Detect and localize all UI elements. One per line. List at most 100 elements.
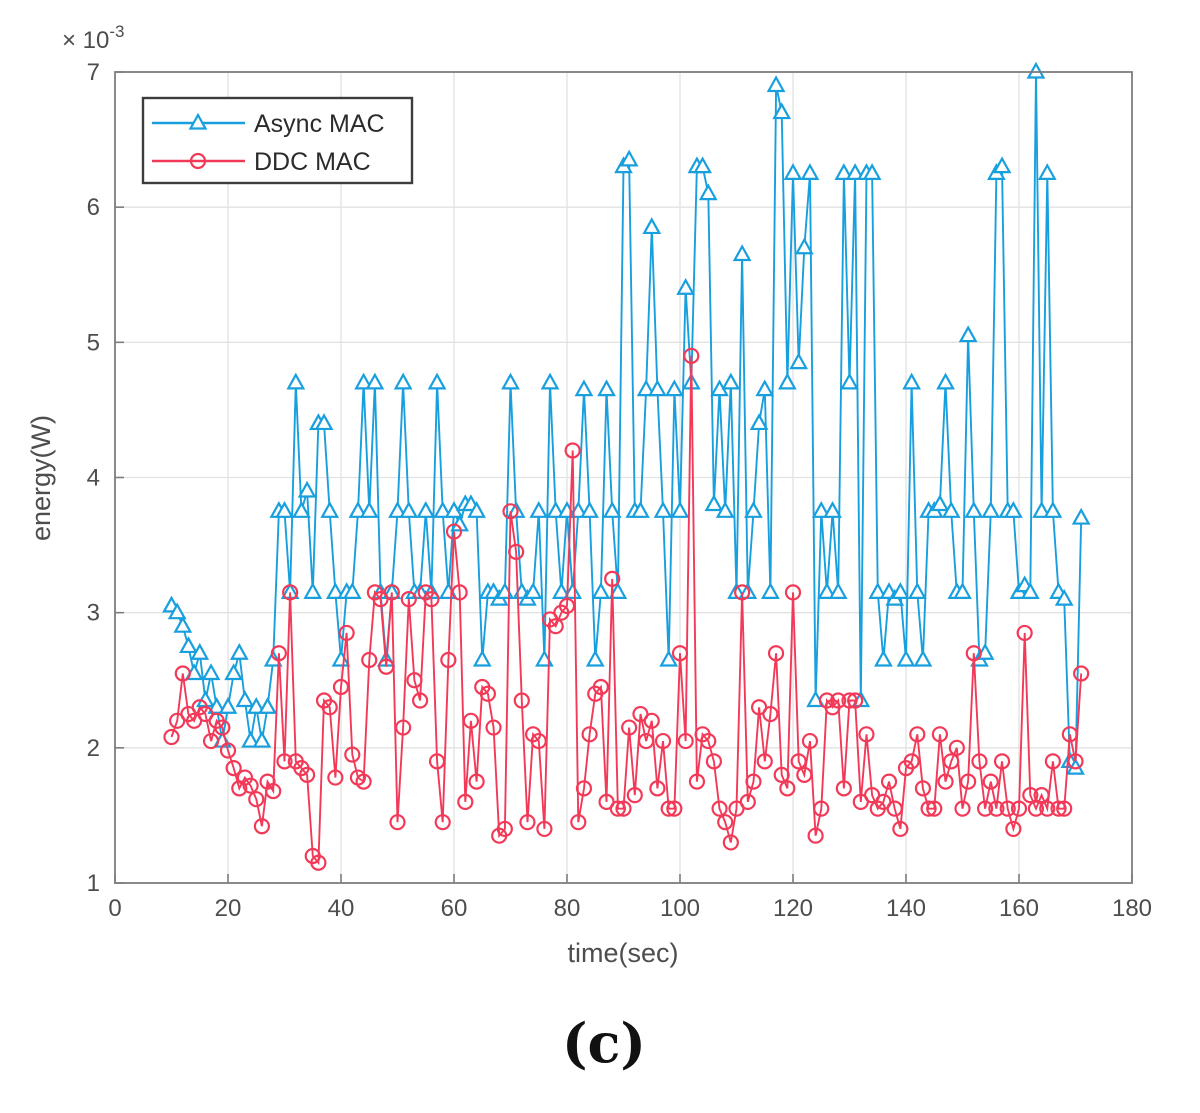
circle-marker xyxy=(880,773,898,790)
triangle-marker xyxy=(1054,588,1074,606)
triangle-marker xyxy=(597,379,616,397)
circle-marker xyxy=(214,719,231,736)
circle-marker xyxy=(236,769,254,786)
circle-marker xyxy=(225,760,242,777)
triangle-marker xyxy=(941,501,961,518)
circle-marker xyxy=(993,753,1011,770)
circle-marker xyxy=(841,692,858,709)
series-layer xyxy=(162,61,1091,871)
circle-marker xyxy=(434,814,451,831)
circle-marker xyxy=(558,597,576,615)
x-tick-label: 40 xyxy=(328,895,355,922)
circle-marker xyxy=(395,719,412,736)
circle-marker xyxy=(621,719,638,736)
circle-marker xyxy=(717,814,734,831)
legend-label: DDC MAC xyxy=(254,148,371,176)
triangle-marker xyxy=(450,514,470,532)
circle-marker xyxy=(276,753,293,770)
circle-marker xyxy=(722,834,739,851)
circle-marker xyxy=(649,780,666,797)
circle-marker xyxy=(468,773,485,790)
circle-marker xyxy=(270,645,287,662)
triangle-marker xyxy=(981,501,1001,518)
circle-marker xyxy=(926,800,943,817)
circle-marker xyxy=(400,591,417,608)
triangle-marker xyxy=(1043,501,1063,518)
circle-marker xyxy=(637,732,655,750)
axis-layer: 0 20 40 60 80 100 120 140 160 180 1 2 3 4 5 6 7 xyxy=(87,59,1152,922)
circle-marker xyxy=(174,665,191,682)
series-line xyxy=(170,355,1083,866)
triangle-marker xyxy=(179,636,198,654)
triangle-marker xyxy=(1003,501,1023,518)
circle-marker xyxy=(931,726,949,743)
circle-marker xyxy=(762,705,779,723)
circle-marker xyxy=(445,523,463,540)
triangle-marker xyxy=(574,379,594,397)
circle-marker xyxy=(462,712,480,729)
triangle-marker xyxy=(619,149,639,167)
circle-marker xyxy=(575,780,593,797)
circle-marker xyxy=(1016,624,1033,642)
circle-marker xyxy=(508,543,525,560)
circle-marker xyxy=(705,753,723,770)
circle-marker xyxy=(248,791,265,808)
triangle-marker xyxy=(580,501,599,518)
triangle-marker xyxy=(936,372,955,390)
circle-marker xyxy=(383,584,400,601)
triangle-marker xyxy=(359,501,379,518)
circle-marker xyxy=(570,814,587,831)
circle-marker xyxy=(830,692,847,709)
triangle-marker xyxy=(258,697,277,714)
triangle-marker xyxy=(416,501,436,518)
triangle-marker xyxy=(811,501,831,518)
circle-marker xyxy=(265,782,282,800)
triangle-marker xyxy=(676,278,696,295)
triangle-marker xyxy=(585,649,605,667)
circle-marker xyxy=(1067,753,1084,770)
circle-marker xyxy=(355,773,372,790)
circle-marker xyxy=(796,766,813,783)
x-tick-label: 100 xyxy=(660,895,700,922)
y-tick-label: 1 xyxy=(87,870,100,897)
triangle-marker xyxy=(354,372,373,390)
triangle-marker xyxy=(862,163,882,180)
triangle-marker xyxy=(902,372,922,390)
triangle-marker xyxy=(631,501,650,518)
circle-marker xyxy=(378,658,395,675)
circle-marker xyxy=(536,820,553,838)
triangle-marker xyxy=(393,372,413,390)
circle-marker xyxy=(423,591,440,608)
triangle-marker xyxy=(551,582,571,599)
triangle-marker xyxy=(874,649,893,667)
y-axis-label: energy(W) xyxy=(26,415,56,541)
triangle-marker xyxy=(286,372,306,390)
circle-marker xyxy=(163,728,180,746)
triangle-marker xyxy=(167,602,187,620)
circle-marker xyxy=(739,793,756,811)
circle-marker xyxy=(954,800,971,817)
legend: Async MAC DDC MAC xyxy=(141,96,414,185)
circle-marker xyxy=(773,766,790,783)
triangle-marker xyxy=(540,372,560,390)
circle-marker xyxy=(982,773,999,790)
circle-marker xyxy=(847,692,864,709)
circle-marker xyxy=(389,814,406,831)
circle-marker xyxy=(858,726,875,743)
circle-marker xyxy=(700,732,717,750)
circle-marker xyxy=(581,726,598,743)
circle-marker xyxy=(767,645,785,662)
circle-marker xyxy=(502,503,519,520)
triangle-marker xyxy=(642,217,662,235)
circle-marker xyxy=(412,692,429,709)
triangle-marker xyxy=(292,501,311,518)
circle-marker xyxy=(338,624,355,642)
circle-marker xyxy=(1033,787,1050,804)
x-tick-label: 140 xyxy=(886,895,926,922)
circle-marker xyxy=(626,787,643,804)
x-tick-label: 180 xyxy=(1112,895,1152,922)
y-axis-offset-label: × 10-3 xyxy=(62,22,125,54)
y-tick-label: 2 xyxy=(87,735,100,762)
circle-marker xyxy=(564,442,581,459)
